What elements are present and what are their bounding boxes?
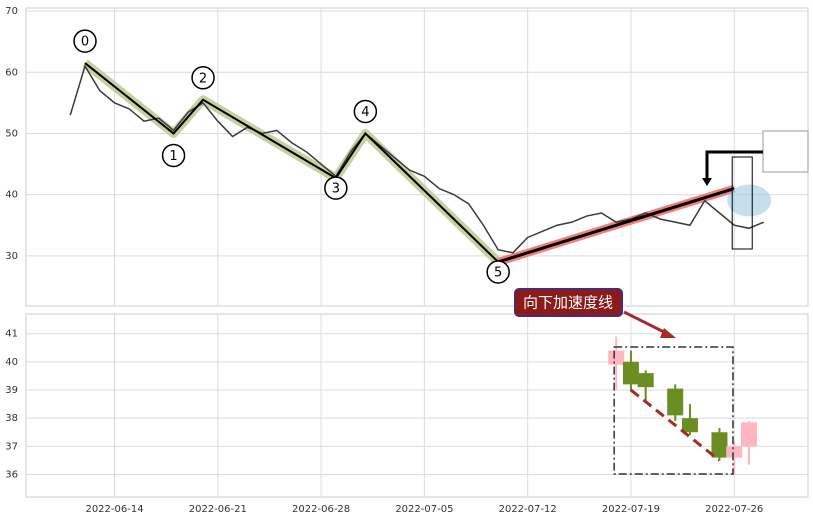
highlight	[727, 184, 772, 217]
trend-line	[630, 388, 721, 462]
pointer-arrow	[705, 150, 763, 180]
wave-marker	[324, 176, 348, 200]
thumbnail	[762, 130, 809, 173]
x-tick-label: 2022-06-28	[292, 504, 350, 515]
annotation-arrow	[623, 310, 669, 336]
candle-body	[667, 388, 684, 416]
wave-marker	[353, 99, 378, 124]
y-tick-label: 30	[5, 251, 18, 262]
x-tick-label: 2022-06-21	[189, 504, 247, 515]
wave-line	[84, 62, 499, 263]
x-tick-label: 2022-07-19	[602, 504, 660, 515]
y-tick-label: 70	[5, 6, 18, 17]
y-tick-label: 39	[5, 385, 18, 396]
y-tick-label: 38	[5, 413, 18, 424]
wave-marker	[161, 143, 186, 168]
x-tick-label: 2022-07-12	[499, 504, 557, 515]
wave-label: 2	[199, 71, 207, 86]
candle-body	[637, 373, 654, 388]
y-tick-label: 60	[5, 67, 18, 78]
top-panel	[25, 7, 809, 307]
selection-box	[613, 346, 734, 475]
candle-body	[608, 350, 625, 365]
x-tick-label: 2022-07-26	[705, 504, 763, 515]
candle-body	[622, 361, 639, 385]
wave-marker	[191, 66, 215, 90]
y-tick-label: 41	[5, 329, 18, 340]
annotation-arrow-head	[660, 328, 676, 338]
wave-label: 3	[332, 182, 340, 197]
candle-body	[711, 432, 728, 458]
y-tick-label: 50	[5, 128, 18, 139]
y-tick-label: 37	[5, 441, 18, 452]
wave-marker	[73, 29, 97, 53]
wave-label: 4	[361, 105, 369, 120]
candle-body	[726, 446, 743, 458]
x-tick-label: 2022-06-14	[85, 504, 143, 515]
wave-label: 0	[81, 35, 89, 50]
y-tick-label: 40	[5, 190, 18, 201]
pointer-head	[702, 178, 712, 186]
x-tick-label: 2022-07-05	[395, 504, 453, 515]
wave-marker	[486, 260, 510, 284]
y-tick-label: 36	[5, 469, 18, 480]
candle-body	[740, 422, 757, 447]
trend-line	[497, 187, 735, 264]
wave-label: 1	[169, 149, 177, 164]
wave-label: 5	[494, 265, 502, 280]
annotation: 向下加速度线	[523, 294, 613, 312]
zoom-box	[731, 156, 753, 250]
y-tick-label: 40	[5, 357, 18, 368]
candle-body	[681, 418, 698, 433]
annotation-box	[514, 288, 623, 317]
